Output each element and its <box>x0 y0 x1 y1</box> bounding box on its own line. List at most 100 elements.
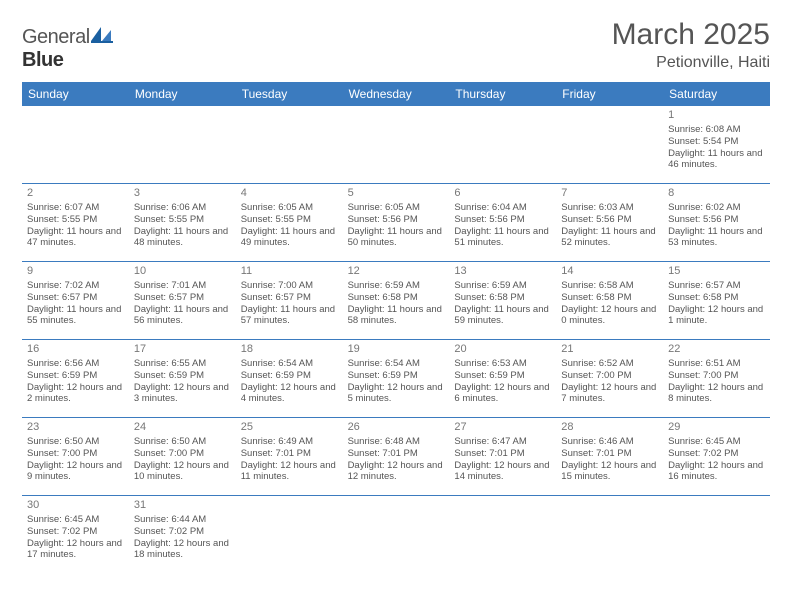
day-details: Sunrise: 6:54 AM Sunset: 6:59 PM Dayligh… <box>348 358 445 406</box>
calendar-day: 2Sunrise: 6:07 AM Sunset: 5:55 PM Daylig… <box>22 184 129 262</box>
calendar-empty-cell <box>556 496 663 574</box>
day-details: Sunrise: 6:06 AM Sunset: 5:55 PM Dayligh… <box>134 202 231 250</box>
day-number: 15 <box>668 265 765 279</box>
calendar-empty-cell <box>22 106 129 184</box>
day-details: Sunrise: 7:00 AM Sunset: 6:57 PM Dayligh… <box>241 280 338 328</box>
calendar-day: 10Sunrise: 7:01 AM Sunset: 6:57 PM Dayli… <box>129 262 236 340</box>
day-details: Sunrise: 6:55 AM Sunset: 6:59 PM Dayligh… <box>134 358 231 406</box>
day-details: Sunrise: 6:47 AM Sunset: 7:01 PM Dayligh… <box>454 436 551 484</box>
calendar-day: 6Sunrise: 6:04 AM Sunset: 5:56 PM Daylig… <box>449 184 556 262</box>
day-number: 9 <box>27 265 124 279</box>
calendar-empty-cell <box>343 106 450 184</box>
day-details: Sunrise: 6:44 AM Sunset: 7:02 PM Dayligh… <box>134 514 231 562</box>
calendar-empty-cell <box>449 106 556 184</box>
calendar-day: 22Sunrise: 6:51 AM Sunset: 7:00 PM Dayli… <box>663 340 770 418</box>
day-details: Sunrise: 6:50 AM Sunset: 7:00 PM Dayligh… <box>27 436 124 484</box>
calendar-empty-cell <box>236 106 343 184</box>
day-details: Sunrise: 6:07 AM Sunset: 5:55 PM Dayligh… <box>27 202 124 250</box>
calendar-day: 5Sunrise: 6:05 AM Sunset: 5:56 PM Daylig… <box>343 184 450 262</box>
day-number: 18 <box>241 343 338 357</box>
calendar-day: 21Sunrise: 6:52 AM Sunset: 7:00 PM Dayli… <box>556 340 663 418</box>
day-details: Sunrise: 6:02 AM Sunset: 5:56 PM Dayligh… <box>668 202 765 250</box>
logo-part1: General <box>22 26 90 48</box>
title-block: March 2025 Petionville, Haiti <box>612 18 770 72</box>
day-number: 17 <box>134 343 231 357</box>
location: Petionville, Haiti <box>612 54 770 72</box>
day-number: 19 <box>348 343 445 357</box>
day-details: Sunrise: 6:08 AM Sunset: 5:54 PM Dayligh… <box>668 124 765 172</box>
logo-text: GeneralBlue <box>22 26 113 72</box>
weekday-header: Monday <box>129 82 236 106</box>
calendar-day: 26Sunrise: 6:48 AM Sunset: 7:01 PM Dayli… <box>343 418 450 496</box>
day-number: 8 <box>668 187 765 201</box>
day-number: 14 <box>561 265 658 279</box>
day-number: 27 <box>454 421 551 435</box>
calendar-day: 28Sunrise: 6:46 AM Sunset: 7:01 PM Dayli… <box>556 418 663 496</box>
day-number: 11 <box>241 265 338 279</box>
day-number: 28 <box>561 421 658 435</box>
weekday-header: Wednesday <box>343 82 450 106</box>
calendar-day: 15Sunrise: 6:57 AM Sunset: 6:58 PM Dayli… <box>663 262 770 340</box>
day-number: 21 <box>561 343 658 357</box>
calendar-day: 16Sunrise: 6:56 AM Sunset: 6:59 PM Dayli… <box>22 340 129 418</box>
day-number: 23 <box>27 421 124 435</box>
calendar-day: 23Sunrise: 6:50 AM Sunset: 7:00 PM Dayli… <box>22 418 129 496</box>
weekday-header: Sunday <box>22 82 129 106</box>
day-details: Sunrise: 7:01 AM Sunset: 6:57 PM Dayligh… <box>134 280 231 328</box>
day-number: 24 <box>134 421 231 435</box>
calendar-empty-cell <box>663 496 770 574</box>
day-details: Sunrise: 6:58 AM Sunset: 6:58 PM Dayligh… <box>561 280 658 328</box>
month-title: March 2025 <box>612 18 770 52</box>
day-number: 3 <box>134 187 231 201</box>
calendar-day: 9Sunrise: 7:02 AM Sunset: 6:57 PM Daylig… <box>22 262 129 340</box>
calendar-day: 1Sunrise: 6:08 AM Sunset: 5:54 PM Daylig… <box>663 106 770 184</box>
sail-icon <box>91 26 113 49</box>
day-details: Sunrise: 6:54 AM Sunset: 6:59 PM Dayligh… <box>241 358 338 406</box>
day-details: Sunrise: 6:52 AM Sunset: 7:00 PM Dayligh… <box>561 358 658 406</box>
weekday-header: Saturday <box>663 82 770 106</box>
weekday-header: Tuesday <box>236 82 343 106</box>
calendar-empty-cell <box>343 496 450 574</box>
calendar-day: 4Sunrise: 6:05 AM Sunset: 5:55 PM Daylig… <box>236 184 343 262</box>
day-details: Sunrise: 6:05 AM Sunset: 5:55 PM Dayligh… <box>241 202 338 250</box>
calendar-day: 11Sunrise: 7:00 AM Sunset: 6:57 PM Dayli… <box>236 262 343 340</box>
calendar-day: 25Sunrise: 6:49 AM Sunset: 7:01 PM Dayli… <box>236 418 343 496</box>
day-number: 29 <box>668 421 765 435</box>
day-number: 12 <box>348 265 445 279</box>
calendar-day: 18Sunrise: 6:54 AM Sunset: 6:59 PM Dayli… <box>236 340 343 418</box>
calendar-empty-cell <box>449 496 556 574</box>
calendar-day: 27Sunrise: 6:47 AM Sunset: 7:01 PM Dayli… <box>449 418 556 496</box>
day-details: Sunrise: 6:59 AM Sunset: 6:58 PM Dayligh… <box>348 280 445 328</box>
day-details: Sunrise: 7:02 AM Sunset: 6:57 PM Dayligh… <box>27 280 124 328</box>
calendar-empty-cell <box>236 496 343 574</box>
day-number: 25 <box>241 421 338 435</box>
calendar-day: 12Sunrise: 6:59 AM Sunset: 6:58 PM Dayli… <box>343 262 450 340</box>
day-details: Sunrise: 6:59 AM Sunset: 6:58 PM Dayligh… <box>454 280 551 328</box>
calendar-day: 31Sunrise: 6:44 AM Sunset: 7:02 PM Dayli… <box>129 496 236 574</box>
day-number: 22 <box>668 343 765 357</box>
calendar-day: 20Sunrise: 6:53 AM Sunset: 6:59 PM Dayli… <box>449 340 556 418</box>
day-details: Sunrise: 6:04 AM Sunset: 5:56 PM Dayligh… <box>454 202 551 250</box>
day-details: Sunrise: 6:46 AM Sunset: 7:01 PM Dayligh… <box>561 436 658 484</box>
calendar-day: 14Sunrise: 6:58 AM Sunset: 6:58 PM Dayli… <box>556 262 663 340</box>
day-number: 30 <box>27 499 124 513</box>
day-details: Sunrise: 6:53 AM Sunset: 6:59 PM Dayligh… <box>454 358 551 406</box>
day-number: 6 <box>454 187 551 201</box>
logo: GeneralBlue <box>22 26 113 72</box>
day-details: Sunrise: 6:45 AM Sunset: 7:02 PM Dayligh… <box>668 436 765 484</box>
day-number: 31 <box>134 499 231 513</box>
day-number: 1 <box>668 109 765 123</box>
calendar-body: 1Sunrise: 6:08 AM Sunset: 5:54 PM Daylig… <box>22 106 770 574</box>
day-details: Sunrise: 6:49 AM Sunset: 7:01 PM Dayligh… <box>241 436 338 484</box>
calendar-header-row: SundayMondayTuesdayWednesdayThursdayFrid… <box>22 82 770 106</box>
header: GeneralBlue March 2025 Petionville, Hait… <box>22 18 770 72</box>
calendar-day: 3Sunrise: 6:06 AM Sunset: 5:55 PM Daylig… <box>129 184 236 262</box>
logo-part2: Blue <box>22 49 63 71</box>
day-details: Sunrise: 6:57 AM Sunset: 6:58 PM Dayligh… <box>668 280 765 328</box>
calendar-empty-cell <box>556 106 663 184</box>
day-number: 4 <box>241 187 338 201</box>
calendar-day: 24Sunrise: 6:50 AM Sunset: 7:00 PM Dayli… <box>129 418 236 496</box>
calendar-day: 29Sunrise: 6:45 AM Sunset: 7:02 PM Dayli… <box>663 418 770 496</box>
day-number: 13 <box>454 265 551 279</box>
day-details: Sunrise: 6:45 AM Sunset: 7:02 PM Dayligh… <box>27 514 124 562</box>
